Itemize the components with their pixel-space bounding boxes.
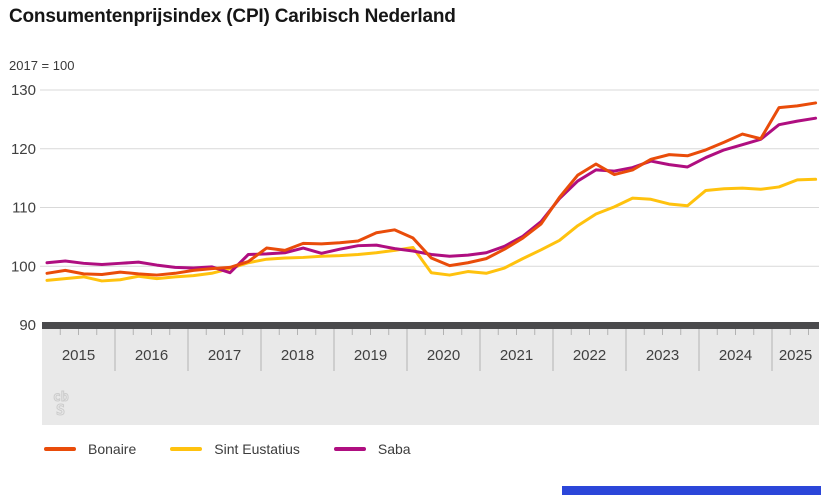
cbs-logo: cb [53, 390, 69, 405]
x-axis-label-2017: 2017 [208, 347, 241, 364]
x-axis-label-2024: 2024 [719, 347, 752, 364]
y-axis-label-90: 90 [19, 317, 36, 334]
legend-label-sint-eustatius: Sint Eustatius [214, 441, 300, 457]
x-axis-label-2022: 2022 [573, 347, 606, 364]
sint-eustatius-line-swatch [170, 447, 203, 451]
y-axis-label-130: 130 [11, 82, 36, 99]
y-axis-label-120: 120 [11, 141, 36, 158]
bonaire-line-swatch [44, 447, 76, 451]
x-axis-label-2018: 2018 [281, 347, 314, 364]
chart-legend: Bonaire Sint Eustatius Saba [44, 441, 411, 457]
x-axis-label-2019: 2019 [354, 347, 387, 364]
y-axis-label-110: 110 [12, 200, 36, 217]
saba-line-swatch [333, 447, 366, 451]
line-saba [45, 116, 818, 275]
x-axis-band [42, 329, 819, 425]
legend-item-saba: Saba [333, 441, 411, 457]
y-axis-label-100: 100 [11, 258, 36, 275]
bottom-blue-bar [562, 486, 821, 495]
x-axis-bar [42, 322, 819, 329]
legend-item-sint-eustatius: Sint Eustatius [170, 441, 300, 457]
x-axis-label-2025: 2025 [779, 347, 812, 364]
cbs-logo: S [56, 401, 65, 419]
x-axis-label-2023: 2023 [646, 347, 679, 364]
chart-subtitle: 2017 = 100 [9, 58, 75, 73]
legend-label-bonaire: Bonaire [88, 441, 137, 457]
legend-item-bonaire: Bonaire [44, 441, 136, 457]
line-sint-eustatius [45, 177, 818, 283]
legend-label-saba: Saba [377, 441, 411, 457]
line-bonaire [45, 101, 818, 277]
cpi-line-chart: 130 120 110 100 90 2015 2016 2017 2018 2019 2020 20… [11, 82, 819, 425]
x-axis-label-2016: 2016 [135, 347, 168, 364]
x-axis-label-2021: 2021 [500, 347, 533, 364]
x-axis-label-2015: 2015 [62, 347, 95, 364]
chart-title: Consumentenprijsindex (CPI) Caribisch Ne… [9, 6, 456, 27]
x-axis-label-2020: 2020 [427, 347, 460, 364]
